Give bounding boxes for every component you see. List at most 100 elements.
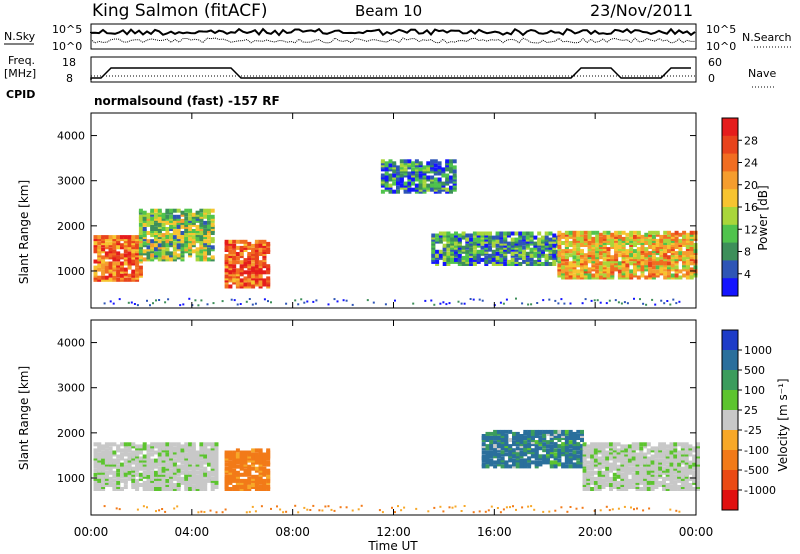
velocity-cell [580,434,584,438]
velocity-cell [665,460,670,465]
velocity-cell [169,442,174,447]
power-cell [239,248,244,252]
velocity-cell [97,464,102,469]
velocity-cell [677,462,682,467]
power-ytick-label: 3000 [57,175,85,188]
power-cell [203,220,208,225]
power-cell [537,262,542,266]
velocity-cell [254,474,259,479]
velocity-cell [199,442,204,447]
power-cell [165,251,170,256]
power-cell [188,208,193,213]
power-cell [529,255,534,260]
velocity-cell [251,483,256,487]
velocity-cell [251,452,256,457]
power-cell [441,173,446,178]
power-cell [654,303,657,306]
power-cell [161,233,166,238]
power-cell [184,208,189,213]
power-cell [602,261,607,266]
velocity-cell [243,464,248,469]
velocity-cell [530,429,535,434]
velocity-cell [496,458,501,463]
velocity-cell [561,446,566,451]
velocity-cell [624,450,629,455]
power-cell [667,271,671,276]
velocity-cell [553,442,558,447]
velocity-cell [184,444,189,449]
velocity-cell [646,487,651,491]
velocity-cell [557,429,562,434]
power-cell [154,239,158,244]
power-cell [431,233,436,238]
velocity-cell [620,476,625,481]
velocity-cell [692,462,697,467]
power-cell [243,260,248,265]
power-cell [165,214,170,219]
power-cell [248,298,251,300]
power-cell [472,241,477,246]
power-cell [461,235,466,240]
velocity-cell [680,483,685,487]
velocity-cell [135,458,140,463]
power-cell [150,239,155,244]
velocity-cell [127,452,132,457]
velocity-cell [150,444,155,449]
power-cell [457,249,462,254]
velocity-cell [662,476,666,481]
power-cell [116,261,121,266]
power-cell [633,273,637,278]
velocity-cell [120,442,124,447]
power-cell [169,251,174,256]
velocity-cell [530,434,535,438]
power-cell [437,183,442,188]
velocity-cell [665,444,670,449]
power-cell [123,245,128,250]
power-cell [617,261,622,266]
velocity-cell [489,446,494,451]
velocity-cell [97,483,102,487]
power-cell [380,179,385,184]
velocity-cell [669,442,674,447]
velocity-colorbar-swatch [722,450,738,471]
power-cell [529,247,534,252]
power-cell [131,269,136,274]
power-cell [258,260,263,265]
velocity-cell [643,470,648,475]
velocity-cell [590,476,595,481]
power-cell [154,251,158,256]
velocity-cell [258,450,263,455]
power-cell [445,177,450,182]
velocity-cell [172,466,177,471]
velocity-cell [646,456,651,461]
velocity-cell [680,444,685,449]
power-cell [123,277,128,282]
velocity-cell [184,480,189,485]
power-cell [380,165,385,170]
power-cell [199,222,204,227]
velocity-cell [546,448,550,453]
power-cell [449,175,453,180]
velocity-cell [508,458,513,463]
velocity-cell [692,464,697,469]
power-cell [236,303,239,306]
power-cell [438,231,443,236]
power-cell [488,253,492,258]
power-cell [610,255,615,260]
power-cell [529,231,534,236]
velocity-cell [394,511,396,514]
power-cell [131,271,136,276]
power-cell [617,301,620,304]
velocity-cell [523,436,528,440]
power-cell [422,185,427,190]
velocity-cell [564,452,569,457]
velocity-cell [112,442,117,447]
power-cell [587,259,592,264]
velocity-cell [692,470,697,475]
velocity-cell [534,440,539,445]
noise-right-tick-bottom: 10^0 [706,40,736,53]
power-cell [206,303,209,306]
power-cell [112,249,117,254]
velocity-cell [104,483,109,487]
power-colorbar-tick-label: 12 [744,223,758,236]
